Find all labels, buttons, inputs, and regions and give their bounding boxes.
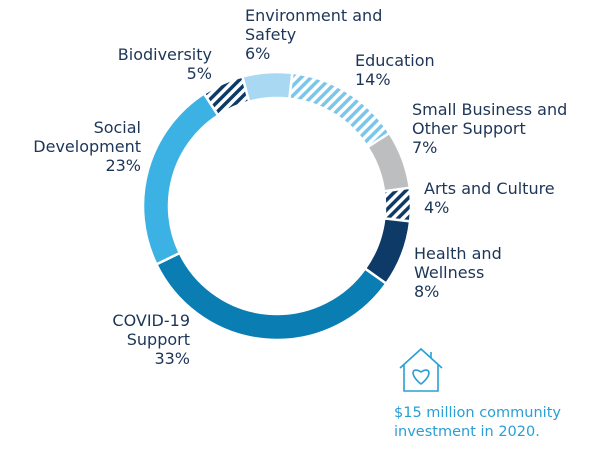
category-label: Education: [355, 51, 435, 70]
segment-label: Environment and Safety 6%: [245, 6, 385, 63]
donut-segment: [141, 91, 220, 266]
value-label: 6%: [245, 44, 271, 63]
value-label: 33%: [154, 349, 190, 368]
category-label: Health and Wellness: [414, 244, 502, 282]
donut-segment: [240, 70, 294, 104]
value-label: 23%: [105, 156, 141, 175]
category-label: Social Development: [33, 118, 141, 156]
donut-segment: [382, 186, 413, 223]
category-label: COVID-19 Support: [112, 311, 190, 349]
donut-segment: [202, 75, 251, 118]
donut-segment: [365, 131, 412, 193]
segment-label: Small Business and Other Support 7%: [412, 100, 602, 157]
category-label: Environment and Safety: [245, 6, 383, 44]
value-label: 8%: [414, 282, 440, 301]
value-label: 14%: [355, 70, 391, 89]
segment-label: Health and Wellness 8%: [414, 244, 534, 301]
category-label: Arts and Culture: [424, 179, 555, 198]
category-label: Biodiversity: [117, 45, 212, 64]
annotation: $15 million community investment in 2020…: [394, 405, 561, 440]
category-label: Small Business and Other Support: [412, 100, 568, 138]
segment-label: Arts and Culture 4%: [424, 179, 594, 217]
value-label: 4%: [424, 198, 450, 217]
value-label: 5%: [186, 64, 212, 83]
donut-segment: [154, 251, 388, 342]
segment-label: COVID-19 Support 33%: [60, 311, 190, 368]
segment-label: Education 14%: [355, 51, 475, 89]
segment-label: Biodiversity 5%: [92, 45, 212, 83]
value-label: 7%: [412, 138, 438, 157]
house-icon: [399, 347, 443, 392]
segment-label: Social Development 23%: [1, 118, 141, 175]
